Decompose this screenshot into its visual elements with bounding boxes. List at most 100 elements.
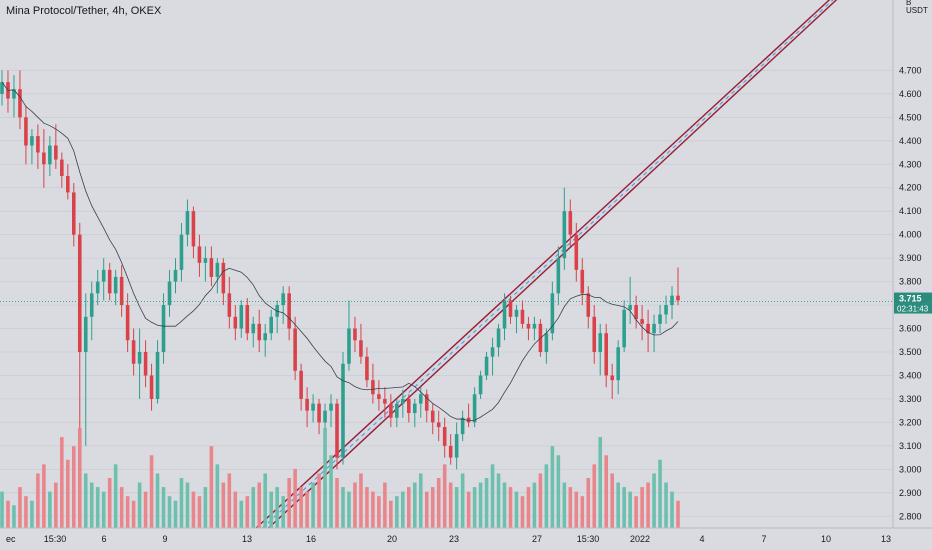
volume-bar [24, 496, 28, 528]
candle-body [508, 300, 513, 317]
candle-body [89, 293, 94, 317]
volume-bar [526, 487, 531, 528]
candle-body [24, 117, 28, 146]
volume-bar [101, 491, 106, 528]
candle-body [251, 323, 256, 334]
y-tick-label: 3.800 [899, 277, 922, 287]
volume-bar [496, 473, 501, 528]
candle-body [335, 403, 339, 458]
volume-bar [622, 487, 626, 528]
x-tick-label: 7 [761, 534, 766, 544]
volume-bar [95, 487, 100, 528]
volume-bar [448, 482, 453, 528]
candle-body [544, 333, 549, 352]
y-tick-label: 3.400 [899, 370, 922, 380]
candle-body [353, 328, 357, 341]
moving-average-line [1, 81, 679, 422]
volume [0, 428, 680, 528]
x-tick-label: 15:30 [44, 534, 67, 544]
volume-bar [113, 464, 118, 528]
candle-body [586, 293, 591, 317]
volume-bar [610, 473, 614, 528]
volume-bar [508, 487, 513, 528]
volume-bar [131, 500, 136, 528]
candle-body [634, 305, 638, 320]
volume-bar [191, 491, 196, 528]
volume-bar [568, 487, 573, 528]
volume-bar [604, 455, 609, 528]
candle-body [113, 276, 118, 294]
candle-body [472, 394, 477, 423]
candle-body [532, 323, 537, 329]
candle-body [95, 281, 100, 294]
candle-body [580, 269, 585, 294]
volume-bar [293, 468, 297, 528]
volume-bar [269, 491, 273, 528]
candle-body [478, 375, 483, 395]
candle-body [598, 333, 603, 352]
candle-body [365, 356, 369, 381]
volume-bar [412, 482, 417, 528]
y-tick-label: 4.700 [899, 65, 922, 75]
candle-body [389, 403, 393, 418]
x-tick-label: 13 [881, 534, 891, 544]
volume-bar [137, 482, 142, 528]
candle-body [676, 295, 680, 301]
volume-bar [18, 487, 22, 528]
time-axis-bg [0, 528, 932, 550]
candle-body [42, 152, 46, 165]
volume-bar [12, 505, 16, 528]
candle-body [448, 445, 453, 458]
volume-bar [245, 496, 250, 528]
volume-bar [185, 482, 190, 528]
candle-body [263, 333, 268, 341]
candle-body [48, 145, 52, 165]
price-axis: 4.700 4.600 4.500 4.400 4.300 4.200 4.100 4.000… [892, 0, 932, 550]
volume-bar [263, 473, 268, 528]
volume-bar [383, 482, 387, 528]
volume-bar [83, 473, 88, 528]
candle-body [407, 398, 411, 414]
timer-tag-value: 02:31:43 [897, 305, 929, 314]
candle-body [143, 352, 148, 376]
volume-bar [227, 473, 232, 528]
y-tick-label: 3.500 [899, 347, 922, 357]
volume-bar [634, 496, 638, 528]
candle-body [233, 316, 238, 329]
volume-bar [353, 482, 357, 528]
candle-body [550, 293, 555, 334]
candle-body [502, 300, 507, 329]
volume-bar [71, 446, 76, 528]
candle-body [664, 305, 668, 315]
candle-body [287, 293, 291, 329]
volume-bar [652, 473, 656, 528]
channel-lower-line [255, 0, 831, 529]
candle-body [12, 89, 16, 99]
volume-bar [6, 500, 10, 528]
candle-body [77, 234, 82, 352]
candle-body [622, 309, 626, 348]
volume-bar [149, 455, 154, 528]
candle-body [658, 314, 662, 324]
candle-body [0, 82, 4, 94]
candle-body [514, 309, 519, 317]
volume-bar [640, 487, 644, 528]
chart-title: Mina Protocol/Tether, 4h, OKEX [6, 5, 162, 17]
volume-bar [179, 478, 184, 528]
x-tick-label: 16 [306, 534, 316, 544]
candle-body [460, 417, 465, 435]
candle-body [305, 398, 309, 411]
y-tick-label: 4.200 [899, 183, 922, 193]
candle-body [616, 347, 620, 381]
candle-body [395, 403, 399, 418]
y-tick-label: 3.300 [899, 394, 922, 404]
candle-body [341, 363, 345, 458]
volume-bar [371, 491, 375, 528]
volume-bar [107, 478, 112, 528]
volume-bar [167, 496, 172, 528]
volume-bar [592, 464, 597, 528]
candle-body [191, 211, 196, 247]
candle-body [197, 246, 202, 263]
